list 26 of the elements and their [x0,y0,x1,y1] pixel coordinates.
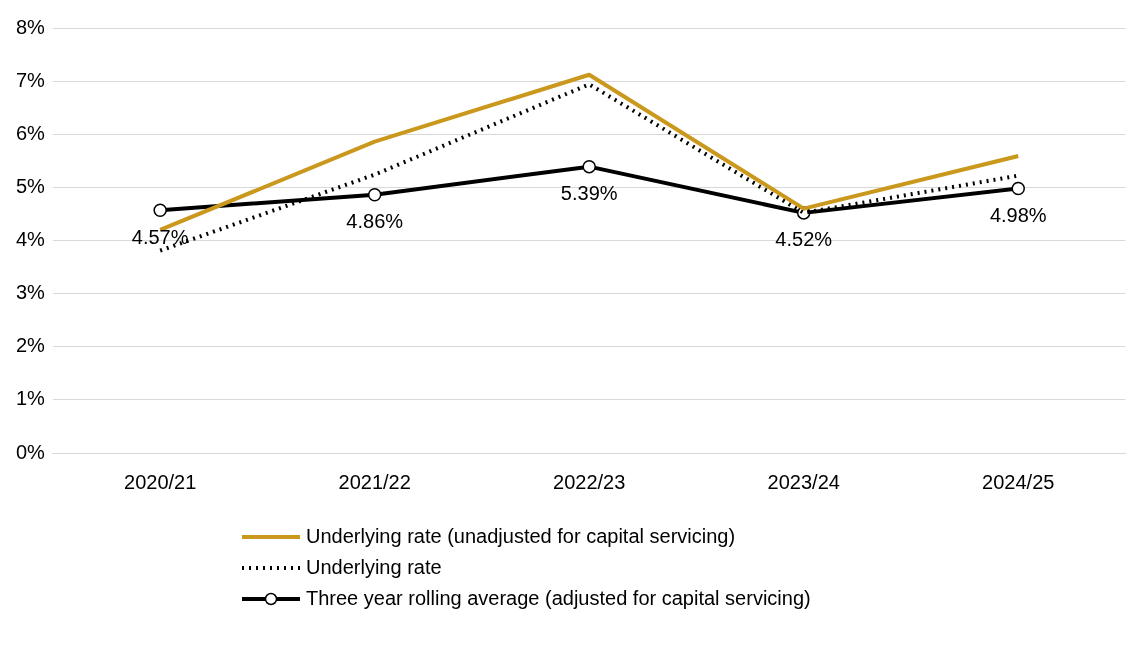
legend-label: Underlying rate (unadjusted for capital servicing) [306,525,736,548]
point [153,203,167,217]
legend-label: Three year rolling average (adjusted for capital servicing) [306,587,811,610]
data-label: 5.39% [560,182,618,205]
point [367,188,382,202]
y-tick-label: 5% [16,174,46,197]
y-tick-label: 0% [16,440,46,463]
x-tick-label: 2022/23 [553,470,626,493]
y-tick-label: 3% [16,281,46,304]
data-label: 4.52% [775,228,833,251]
y-tick-label: 6% [16,121,46,144]
x-tick-label: 2020/21 [124,470,197,493]
y-tick-label: 1% [16,387,46,410]
y-tick-label: 8% [16,15,46,38]
y-tick-label: 4% [16,228,46,251]
legend-label: Underlying rate [306,556,442,579]
y-tick-label: 7% [16,68,46,91]
x-tick-label: 2023/24 [767,470,840,493]
data-label: 4.86% [346,210,404,233]
data-label: 4.57% [131,225,189,248]
point [1011,181,1025,196]
x-tick-label: 2021/22 [338,470,411,493]
y-tick-label: 2% [16,334,46,357]
point [582,159,596,174]
x-tick-label: 2024/25 [982,470,1055,493]
data-label: 4.98% [989,203,1047,226]
